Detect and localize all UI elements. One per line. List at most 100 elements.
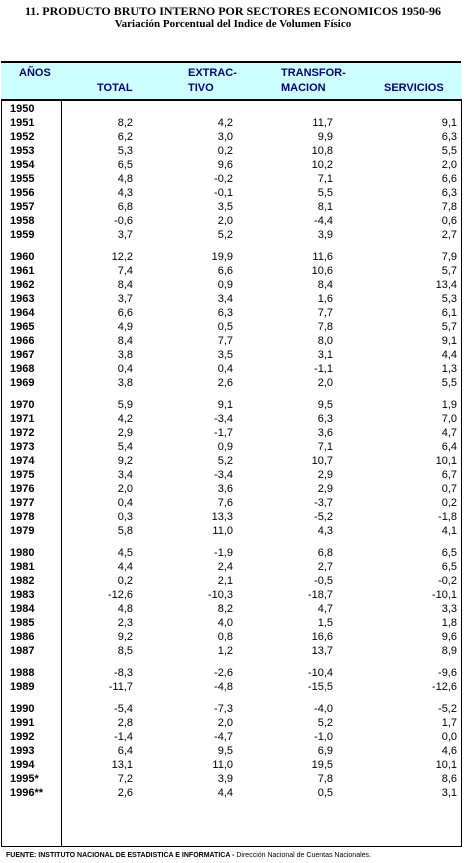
servicios-cell: 5,7: [441, 265, 457, 277]
table-row: 1955 4,8 -0,2 7,1 6,6: [1, 172, 461, 186]
table-row: 1979 5,8 11,0 4,3 4,1: [1, 524, 461, 538]
servicios-cell: 8,9: [441, 645, 457, 657]
servicios-cell: 13,4: [435, 279, 457, 291]
servicios-cell: -12,6: [431, 681, 457, 693]
year-cell: 1977: [10, 497, 35, 509]
total-cell: 2,0: [117, 483, 133, 495]
extractivo-cell: 5,2: [217, 229, 233, 241]
total-cell: 9,2: [117, 455, 133, 467]
table-row: 1975 3,4 -3,4 2,9 6,7: [1, 468, 461, 482]
extractivo-cell: -2,6: [214, 667, 233, 679]
servicios-cell: 3,1: [441, 787, 457, 799]
servicios-cell: 2,0: [441, 159, 457, 171]
table-row: 1963 3,7 3,4 1,6 5,3: [1, 292, 461, 306]
table-row: 1952 6,2 3,0 9,9 6,3: [1, 130, 461, 144]
table-row: 1991 2,8 2,0 5,2 1,7: [1, 716, 461, 730]
transformacion-cell: 10,8: [311, 145, 333, 157]
transformacion-cell: 9,5: [317, 399, 333, 411]
transformacion-cell: 10,7: [311, 455, 333, 467]
transformacion-cell: 7,8: [317, 321, 333, 333]
extractivo-cell: 0,9: [217, 441, 233, 453]
extractivo-cell: 4,4: [217, 787, 233, 799]
transformacion-cell: 16,6: [311, 631, 333, 643]
transformacion-cell: 7,8: [317, 773, 333, 785]
extractivo-cell: 11,0: [212, 759, 233, 771]
year-cell: 1968: [10, 363, 35, 375]
extractivo-cell: -10,3: [207, 589, 233, 601]
transformacion-cell: 8,4: [317, 279, 333, 291]
extractivo-cell: -7,3: [214, 703, 233, 715]
total-cell: -12,6: [107, 589, 133, 601]
extractivo-cell: 2,0: [217, 215, 233, 227]
year-cell: 1983: [10, 589, 35, 601]
transformacion-cell: 0,5: [317, 787, 333, 799]
table-row: 1961 7,4 6,6 10,6 5,7: [1, 264, 461, 278]
servicios-cell: 6,7: [441, 469, 457, 481]
header-years: AÑOS: [19, 67, 51, 79]
year-cell: 1979: [10, 525, 35, 537]
extractivo-cell: 11,0: [212, 525, 233, 537]
header-transformacion-line2: MACION: [281, 82, 326, 94]
servicios-cell: 5,3: [441, 293, 457, 305]
year-cell: 1987: [10, 645, 35, 657]
total-cell: 8,4: [117, 279, 133, 291]
total-cell: -1,4: [114, 731, 133, 743]
total-cell: 4,8: [117, 603, 133, 615]
transformacion-cell: 19,5: [311, 759, 333, 771]
table-row: 1967 3,8 3,5 3,1 4,4: [1, 348, 461, 362]
year-cell: 1952: [10, 131, 35, 143]
year-cell: 1950: [10, 103, 35, 115]
year-cell: 1974: [10, 455, 35, 467]
year-cell: 1980: [10, 547, 35, 559]
year-cell: 1970: [10, 399, 35, 411]
servicios-cell: 0,6: [441, 215, 457, 227]
transformacion-cell: 3,6: [317, 427, 333, 439]
servicios-cell: -1,8: [438, 511, 457, 523]
total-cell: -8,3: [114, 667, 133, 679]
total-cell: 3,4: [117, 469, 133, 481]
servicios-cell: 7,9: [441, 251, 457, 263]
transformacion-cell: -1,0: [314, 731, 333, 743]
extractivo-cell: 19,9: [211, 251, 233, 263]
total-cell: 4,5: [117, 547, 133, 559]
transformacion-cell: 6,8: [317, 547, 333, 559]
year-cell: 1957: [10, 201, 35, 213]
servicios-cell: 1,8: [441, 617, 457, 629]
extractivo-cell: -1,9: [214, 547, 233, 559]
total-cell: 4,9: [117, 321, 133, 333]
table-row: 1989 -11,7 -4,8 -15,5 -12,6: [1, 680, 461, 694]
total-cell: 9,2: [117, 631, 133, 643]
table-row: 1962 8,4 0,9 8,4 13,4: [1, 278, 461, 292]
table-row: 1985 2,3 4,0 1,5 1,8: [1, 616, 461, 630]
table-subtitle: Variación Porcentual del Indice de Volum…: [114, 18, 352, 30]
table-body: 1950 1951 8,2 4,2 11,7 9,1 1952 6,2 3,0 9,9 6,3 195…: [1, 99, 462, 846]
table-row: 1981 4,4 2,4 2,7 6,5: [1, 560, 461, 574]
table-row: 1986 9,2 0,8 16,6 9,6: [1, 630, 461, 644]
table-row: 1983 -12,6 -10,3 -18,7 -10,1: [1, 588, 461, 602]
table-row: 1966 8,4 7,7 8,0 9,1: [1, 334, 461, 348]
servicios-cell: 3,3: [441, 603, 457, 615]
servicios-cell: 0,7: [441, 483, 457, 495]
extractivo-cell: 6,3: [217, 307, 233, 319]
table-row: 1993 6,4 9,5 6,9 4,6: [1, 744, 461, 758]
table-row: 1965 4,9 0,5 7,8 5,7: [1, 320, 461, 334]
year-cell: 1990: [10, 703, 35, 715]
transformacion-cell: -4,4: [314, 215, 333, 227]
total-cell: 2,3: [117, 617, 133, 629]
transformacion-cell: 5,2: [317, 717, 333, 729]
table-row: 1972 2,9 -1,7 3,6 4,7: [1, 426, 461, 440]
servicios-cell: 5,7: [441, 321, 457, 333]
transformacion-cell: 10,6: [311, 265, 333, 277]
total-cell: 5,4: [117, 441, 133, 453]
servicios-cell: 7,0: [441, 413, 457, 425]
header-extractivo-line1: EXTRAC-: [188, 67, 237, 79]
year-column-divider: [61, 99, 62, 846]
servicios-cell: -0,2: [438, 575, 457, 587]
total-cell: 8,4: [117, 335, 133, 347]
extractivo-cell: 2,1: [217, 575, 233, 587]
total-cell: 7,4: [117, 265, 133, 277]
total-cell: 0,2: [117, 575, 133, 587]
extractivo-cell: 13,3: [211, 511, 233, 523]
year-cell: 1975: [10, 469, 35, 481]
total-cell: 7,2: [117, 773, 133, 785]
